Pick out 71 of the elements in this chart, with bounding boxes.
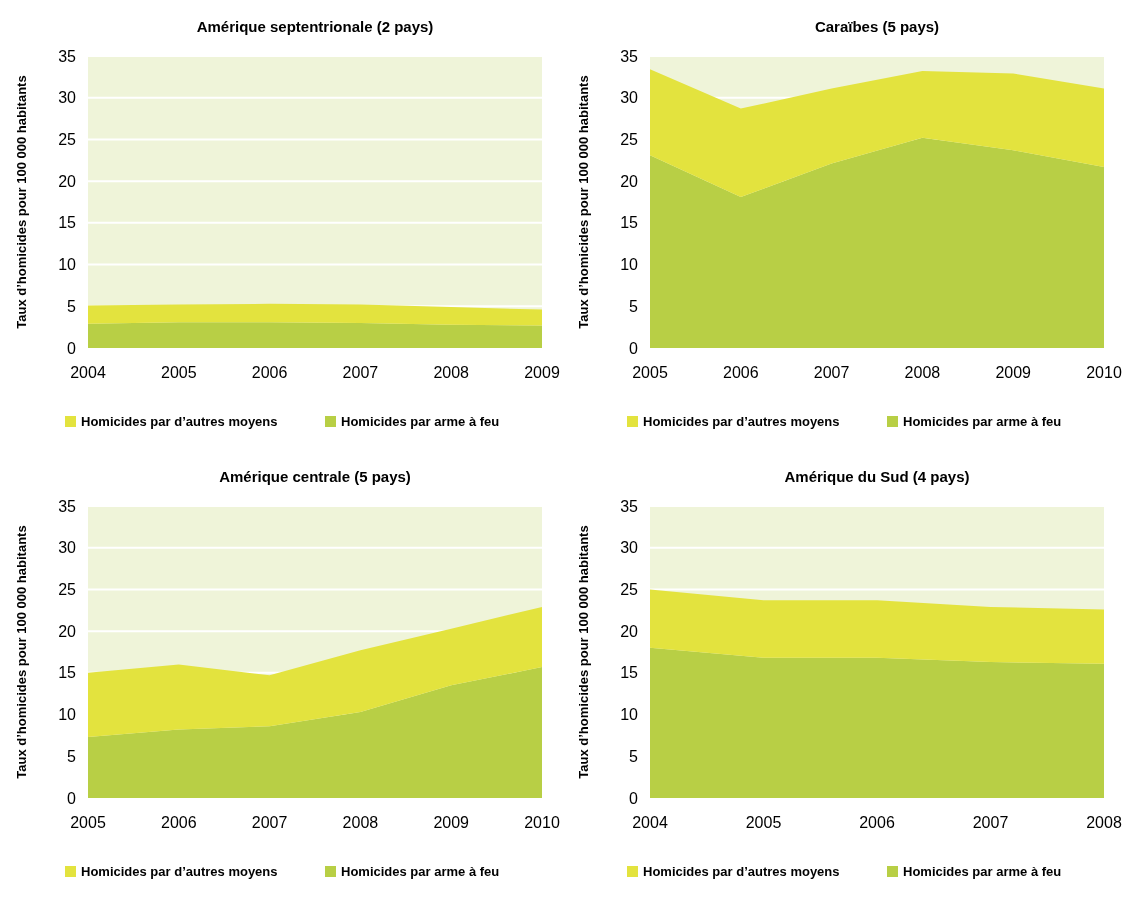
y-tick-label: 30 — [58, 539, 77, 557]
legend-label: Homicides par arme à feu — [903, 414, 1062, 429]
x-tick-label: 2007 — [813, 364, 850, 381]
chart-title: Amérique centrale (5 pays) — [219, 468, 411, 485]
y-tick-label: 35 — [58, 47, 77, 65]
y-tick-label: 30 — [58, 89, 77, 107]
x-tick-label: 2010 — [524, 814, 560, 831]
legend-label: Homicides par d’autres moyens — [643, 864, 840, 879]
y-tick-label: 35 — [620, 47, 639, 65]
y-tick-label: 35 — [58, 497, 77, 515]
x-tick-label: 2005 — [745, 814, 782, 831]
y-tick-label: 20 — [620, 172, 639, 190]
y-axis-title: Taux d’homicides pour 100 000 habitants — [14, 525, 29, 779]
x-tick-label: 2006 — [161, 814, 197, 831]
x-tick-label: 2008 — [342, 814, 379, 831]
y-tick-label: 15 — [620, 214, 639, 232]
y-axis-title: Taux d’homicides pour 100 000 habitants — [14, 75, 29, 329]
y-tick-label: 0 — [629, 339, 639, 357]
legend-label: Homicides par arme à feu — [341, 864, 500, 879]
x-tick-label: 2007 — [972, 814, 1009, 831]
legend-label: Homicides par arme à feu — [903, 864, 1062, 879]
x-tick-label: 2006 — [723, 364, 759, 381]
y-axis-title: Taux d’homicides pour 100 000 habitants — [576, 525, 591, 779]
x-tick-label: 2006 — [251, 364, 288, 381]
x-tick-label: 2005 — [632, 364, 668, 381]
y-tick-label: 20 — [620, 622, 639, 640]
x-tick-label: 2009 — [524, 364, 560, 381]
y-tick-label: 0 — [67, 789, 77, 807]
x-tick-label: 2004 — [632, 814, 668, 831]
y-tick-label: 25 — [58, 131, 77, 149]
x-tick-label: 2007 — [251, 814, 288, 831]
y-tick-label: 15 — [58, 214, 77, 232]
y-tick-label: 10 — [58, 706, 77, 724]
x-tick-label: 2008 — [904, 364, 941, 381]
y-tick-label: 25 — [620, 131, 639, 149]
y-tick-label: 10 — [620, 256, 639, 274]
y-tick-label: 25 — [58, 581, 77, 599]
y-tick-label: 10 — [620, 706, 639, 724]
x-tick-label: 2009 — [995, 364, 1032, 381]
y-tick-label: 30 — [620, 89, 639, 107]
y-tick-label: 5 — [67, 297, 77, 315]
y-tick-label: 0 — [67, 339, 77, 357]
y-tick-label: 20 — [58, 172, 77, 190]
y-tick-label: 25 — [620, 581, 639, 599]
x-tick-label: 2005 — [70, 814, 106, 831]
y-tick-label: 5 — [629, 747, 639, 765]
y-tick-label: 15 — [620, 664, 639, 682]
legend-label: Homicides par d’autres moyens — [81, 864, 278, 879]
chart-title: Caraïbes (5 pays) — [814, 18, 940, 35]
y-tick-label: 5 — [629, 297, 639, 315]
y-tick-label: 5 — [67, 747, 77, 765]
x-tick-label: 2008 — [1086, 814, 1122, 831]
chart-title: Amérique du Sud (4 pays) — [784, 468, 970, 485]
chart-title: Amérique septentrionale (2 pays) — [196, 18, 434, 35]
legend-label: Homicides par d’autres moyens — [643, 414, 840, 429]
x-tick-label: 2010 — [1086, 364, 1122, 381]
x-tick-label: 2008 — [433, 364, 470, 381]
legend-label: Homicides par d’autres moyens — [81, 414, 278, 429]
x-tick-label: 2009 — [433, 814, 470, 831]
x-tick-label: 2005 — [161, 364, 197, 381]
y-tick-label: 20 — [58, 622, 77, 640]
y-tick-label: 30 — [620, 539, 639, 557]
legend-label: Homicides par arme à feu — [341, 414, 500, 429]
x-tick-label: 2007 — [342, 364, 379, 381]
y-tick-label: 0 — [629, 789, 639, 807]
x-tick-label: 2004 — [70, 364, 106, 381]
y-tick-label: 10 — [58, 256, 77, 274]
y-axis-title: Taux d’homicides pour 100 000 habitants — [576, 75, 591, 329]
y-tick-label: 15 — [58, 664, 77, 682]
x-tick-label: 2006 — [859, 814, 895, 831]
y-tick-label: 35 — [620, 497, 639, 515]
